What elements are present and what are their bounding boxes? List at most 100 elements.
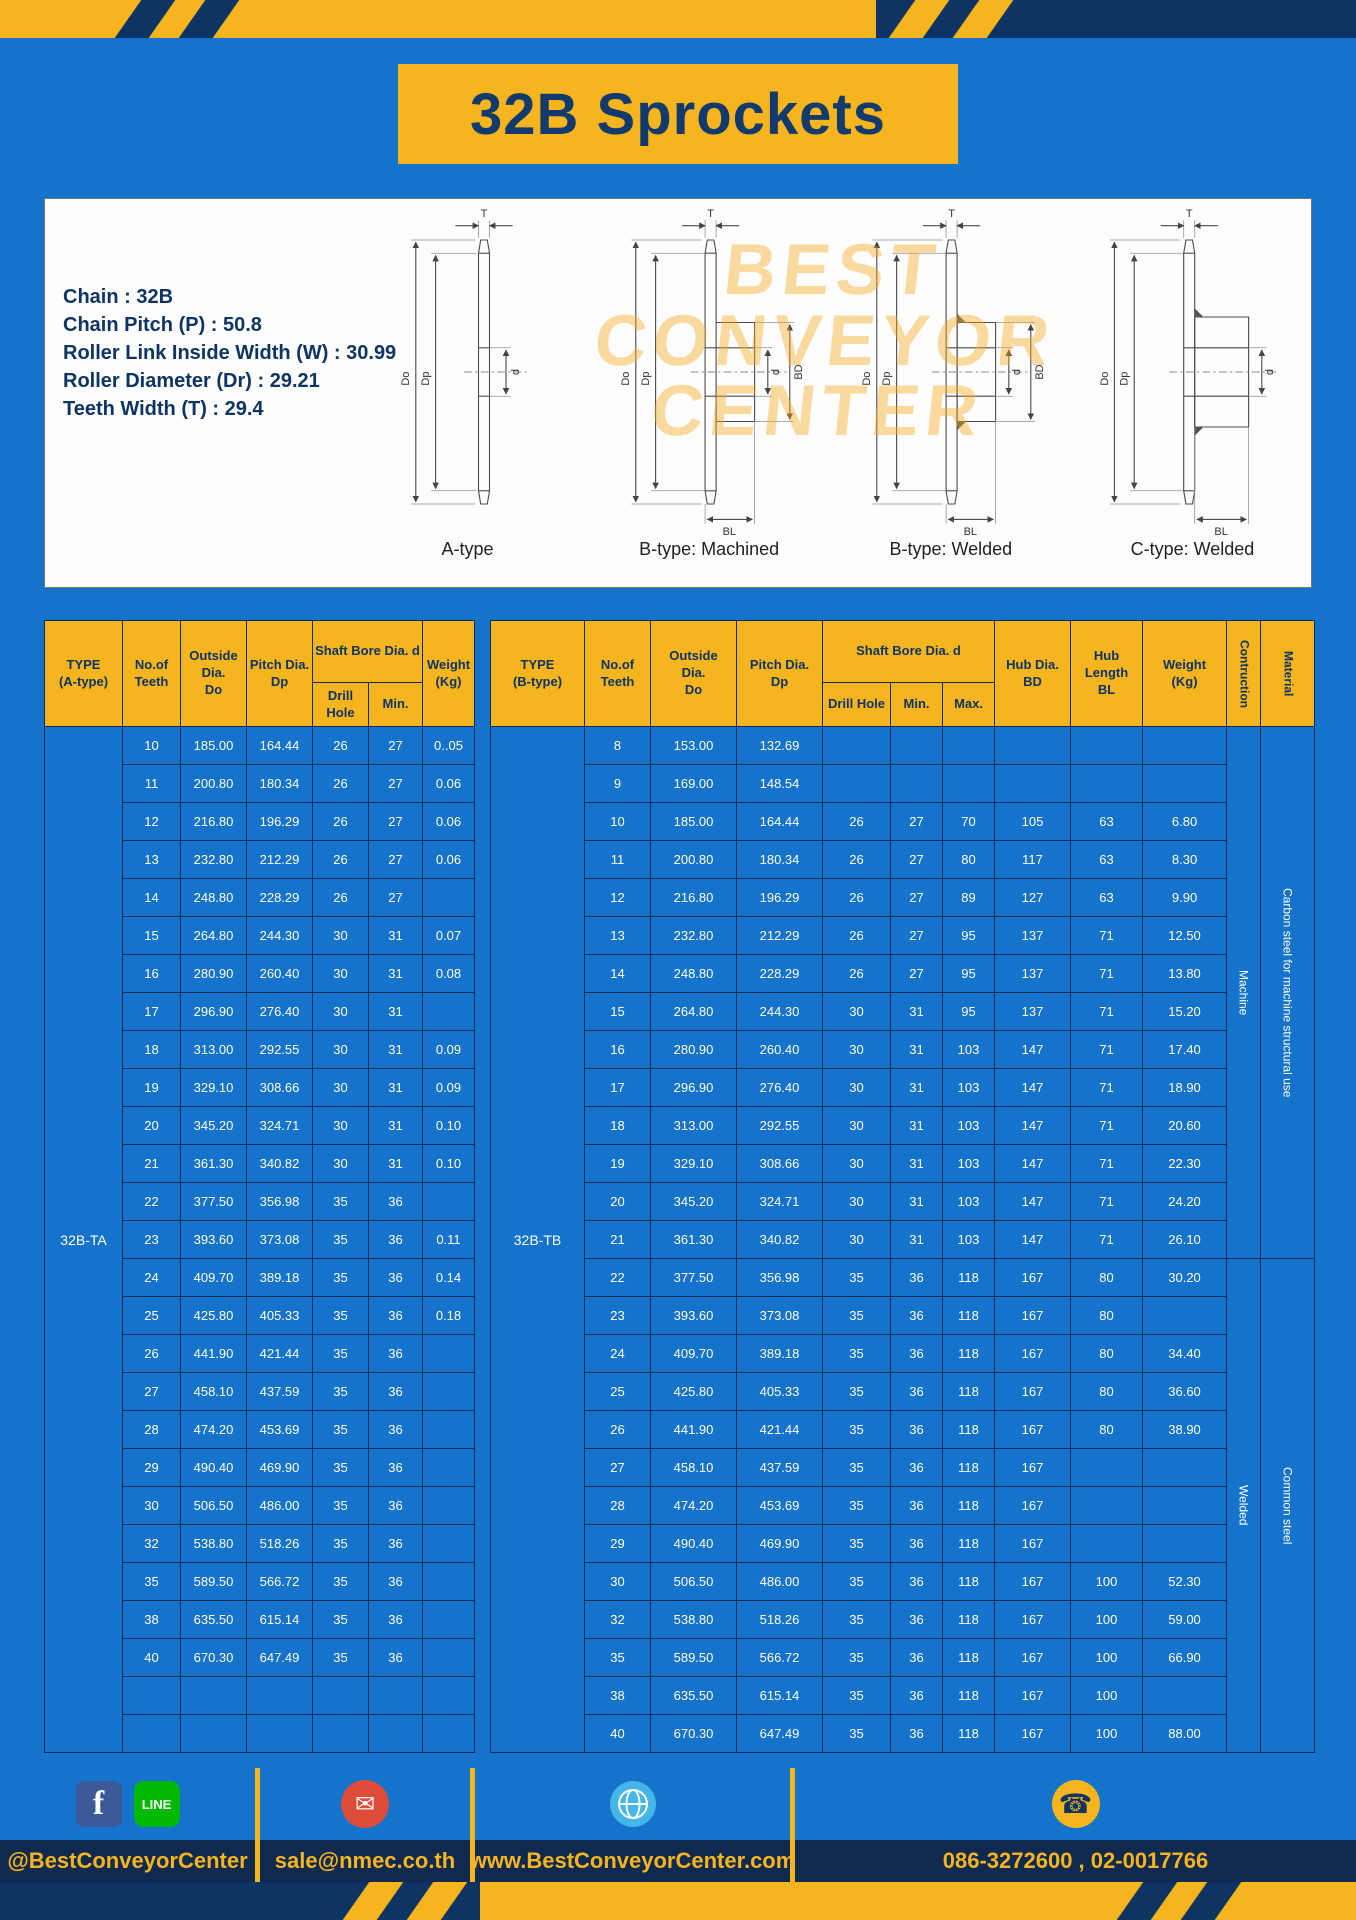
data-cell: 148.54 — [736, 764, 823, 803]
c-type-welded-drawing: Do Dp d T BL — [1099, 208, 1280, 537]
data-cell — [1142, 1524, 1228, 1563]
data-cell: 95 — [941, 954, 996, 993]
data-cell: 38.90 — [1142, 1410, 1228, 1449]
data-cell: 405.33 — [736, 1372, 823, 1411]
data-cell: 35 — [822, 1334, 891, 1373]
data-cell: 36 — [368, 1182, 423, 1221]
table-row: 29 490.40 469.90 35 36 118 167 — [491, 1524, 1315, 1563]
email-address[interactable]: sale@nmec.co.th — [274, 1848, 456, 1873]
data-cell: 32 — [122, 1524, 181, 1563]
data-cell: 13 — [122, 840, 181, 879]
data-cell: 71 — [1070, 992, 1144, 1031]
data-cell: 421.44 — [246, 1334, 313, 1373]
data-cell: 40 — [122, 1638, 181, 1677]
table-row: 18 313.00 292.55 30 31 0.09 — [45, 1030, 475, 1069]
dim-label-dp: Dp — [420, 372, 432, 386]
line-icon[interactable]: LINE — [133, 1781, 180, 1827]
hazard-stripe — [396, 1882, 478, 1920]
data-cell: 103 — [941, 1220, 996, 1259]
dim-label-d: d — [1011, 369, 1023, 375]
data-cell — [422, 1182, 475, 1221]
data-cell: 16 — [122, 954, 181, 993]
data-cell: 212.29 — [246, 840, 313, 879]
data-cell: 260.40 — [736, 1030, 823, 1069]
data-cell: 0.06 — [422, 764, 475, 803]
data-cell: 26 — [312, 840, 369, 879]
data-cell: 36 — [890, 1600, 943, 1639]
facebook-icon[interactable]: f — [75, 1781, 122, 1827]
phone-numbers[interactable]: 086-3272600 , 02-0017766 — [942, 1848, 1209, 1873]
data-cell: 296.90 — [650, 1068, 737, 1107]
website-url[interactable]: www.BestConveyorCenter.com — [469, 1848, 796, 1873]
dim-label-do: Do — [1099, 372, 1111, 386]
col-header-outside-dia: Outside Dia. Do — [650, 620, 737, 727]
spec-line: Teeth Width (T) : 29.4 — [63, 398, 264, 420]
data-cell: 27 — [368, 764, 423, 803]
data-cell: 469.90 — [736, 1524, 823, 1563]
data-cell: 31 — [368, 1144, 423, 1183]
phone-icon[interactable]: ☎ — [1051, 1780, 1100, 1828]
data-cell: 30 — [822, 1182, 891, 1221]
data-cell: 425.80 — [650, 1372, 737, 1411]
data-cell: 26 — [822, 954, 891, 993]
data-cell — [180, 1714, 247, 1753]
data-cell: 27 — [368, 726, 423, 765]
line-glyph: LINE — [141, 1796, 172, 1812]
globe-icon[interactable] — [609, 1780, 657, 1828]
data-cell: 31 — [368, 992, 423, 1031]
data-cell: 185.00 — [650, 802, 737, 841]
data-cell — [1070, 1448, 1144, 1487]
data-cell: 21 — [584, 1220, 651, 1259]
table-row: 32 538.80 518.26 35 36 118 167 100 59.00 — [491, 1600, 1315, 1639]
data-cell: 80 — [1070, 1296, 1144, 1335]
data-cell: 71 — [1070, 1220, 1144, 1259]
data-cell: 88.00 — [1142, 1714, 1228, 1753]
data-cell: 30 — [312, 954, 369, 993]
table-row: 11 200.80 180.34 26 27 0.06 — [45, 764, 475, 803]
data-cell: 615.14 — [736, 1676, 823, 1715]
data-cell: 100 — [1070, 1676, 1144, 1715]
dim-label-t: T — [481, 208, 488, 220]
data-cell: 36 — [890, 1524, 943, 1563]
data-cell: 118 — [941, 1562, 996, 1601]
data-cell: 24 — [122, 1258, 181, 1297]
data-cell: 30 — [822, 1220, 891, 1259]
table-row: 40 670.30 647.49 35 36 — [45, 1638, 475, 1677]
data-cell: 13 — [584, 916, 651, 955]
data-cell: 31 — [368, 1106, 423, 1145]
data-cell: 22 — [122, 1182, 181, 1221]
table-row: 25 425.80 405.33 35 36 0.18 — [45, 1296, 475, 1335]
data-cell — [1070, 1524, 1144, 1563]
data-cell: 276.40 — [246, 992, 313, 1031]
data-cell: 474.20 — [650, 1486, 737, 1525]
data-cell: 486.00 — [736, 1562, 823, 1601]
data-cell — [422, 1676, 475, 1715]
data-cell — [822, 764, 891, 803]
b-type-welded-drawing: Do Dp d BD T — [862, 208, 1047, 537]
col-header-min: Min. — [368, 682, 423, 727]
spec-line: Roller Link Inside Width (W) : 30.99 — [63, 342, 397, 364]
data-cell: 52.30 — [1142, 1562, 1228, 1601]
data-cell — [1142, 1448, 1228, 1487]
data-cell: 35 — [312, 1600, 369, 1639]
table-row: 10 185.00 164.44 26 27 70 105 63 6.80 — [491, 802, 1315, 841]
data-cell: 40 — [584, 1714, 651, 1753]
table-row: 29 490.40 469.90 35 36 — [45, 1448, 475, 1487]
social-handle[interactable]: @BestConveyorCenter — [7, 1848, 248, 1873]
data-cell — [422, 1372, 475, 1411]
data-cell: 147 — [994, 1030, 1072, 1069]
table-row: 14 248.80 228.29 26 27 95 137 71 13.80 — [491, 954, 1315, 993]
email-icon[interactable]: ✉ — [341, 1780, 389, 1828]
data-cell: 280.90 — [180, 954, 247, 993]
data-cell: 19 — [584, 1144, 651, 1183]
data-cell: 216.80 — [650, 878, 737, 917]
data-cell — [246, 1714, 313, 1753]
hazard-stripe — [1106, 1882, 1188, 1920]
data-cell: 458.10 — [650, 1448, 737, 1487]
data-cell: 345.20 — [650, 1182, 737, 1221]
data-cell: 196.29 — [736, 878, 823, 917]
data-cell — [1142, 1676, 1228, 1715]
footer-bar-segment: @BestConveyorCenter — [0, 1840, 255, 1882]
table-row: 28 474.20 453.69 35 36 118 167 — [491, 1486, 1315, 1525]
data-cell: 9.90 — [1142, 878, 1228, 917]
